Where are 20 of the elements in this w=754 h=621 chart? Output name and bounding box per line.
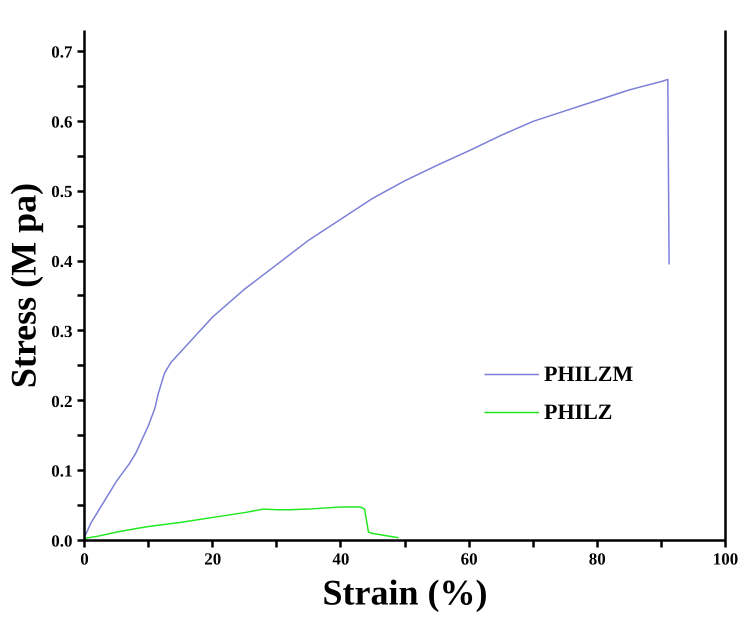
legend-label: PHILZ bbox=[544, 399, 612, 425]
line-series bbox=[84, 78, 670, 538]
y-tick-label: 0.5 bbox=[51, 182, 72, 202]
x-tick-label: 80 bbox=[588, 550, 606, 568]
x-axis-title: Strain (%) bbox=[322, 572, 488, 612]
y-tick-label: 0.3 bbox=[51, 322, 72, 341]
x-tick-label: 20 bbox=[204, 550, 222, 568]
y-tick-label: 0.7 bbox=[51, 42, 73, 62]
y-tick-label: 0.0 bbox=[51, 532, 72, 550]
line-series bbox=[84, 506, 400, 540]
legend-label: PHILZM bbox=[544, 361, 634, 387]
x-tick-label: 60 bbox=[460, 550, 478, 568]
y-tick-label: 0.1 bbox=[51, 462, 72, 481]
y-tick-label: 0.2 bbox=[51, 392, 72, 411]
x-tick-label: 100 bbox=[712, 550, 738, 568]
y-tick-label: 0.6 bbox=[51, 112, 72, 132]
y-axis-title: Stress (M pa) bbox=[3, 182, 44, 388]
y-tick-label: 0.4 bbox=[51, 252, 73, 272]
x-tick-label: 40 bbox=[332, 550, 350, 568]
x-tick-label: 0 bbox=[80, 550, 89, 568]
